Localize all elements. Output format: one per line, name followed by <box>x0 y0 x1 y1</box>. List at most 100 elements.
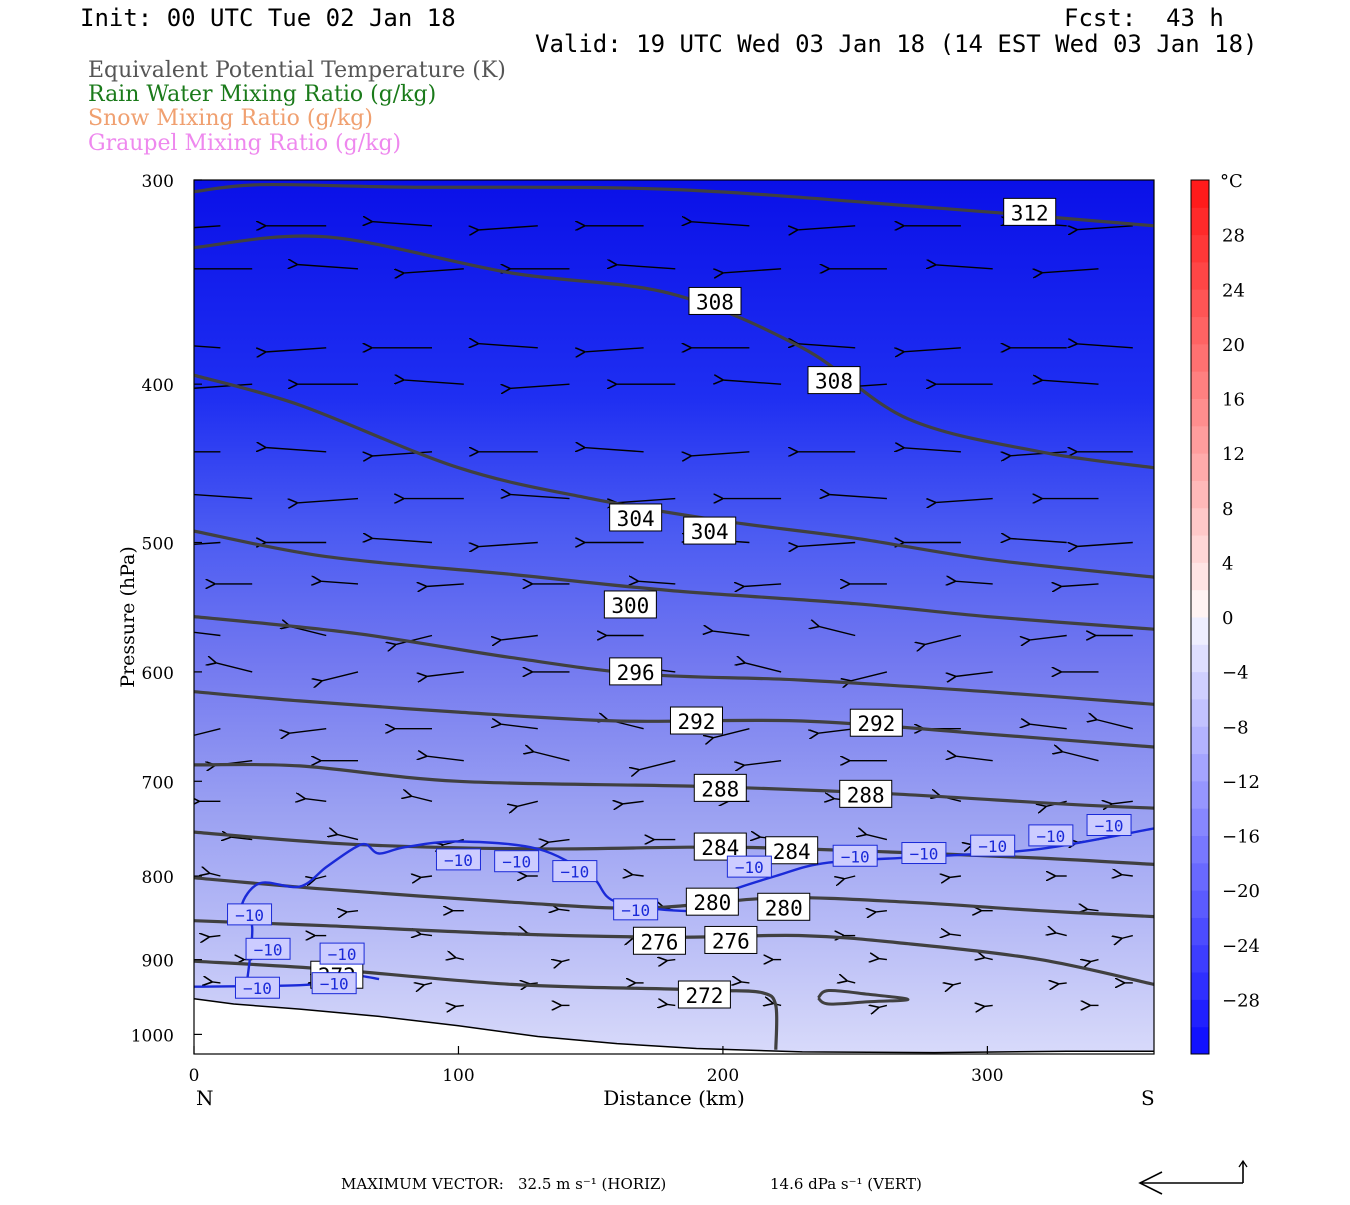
wind-vector <box>265 448 327 453</box>
wind-vector <box>1121 875 1133 876</box>
wind-vector <box>743 584 782 587</box>
wind-vector <box>194 383 253 389</box>
colorbar-swatch <box>1191 1026 1209 1055</box>
contour-label-284: 284 <box>693 832 747 861</box>
svg-text:288: 288 <box>847 783 885 807</box>
temperature-label: −10 <box>970 834 1016 857</box>
colorbar-swatch <box>1191 862 1209 891</box>
wind-vector <box>984 958 993 960</box>
wind-vector <box>500 634 538 641</box>
wind-vector <box>371 452 433 456</box>
colorbar-swatch <box>1191 343 1209 372</box>
contour-label-304: 304 <box>683 516 737 545</box>
wind-vector <box>622 801 644 804</box>
wind-vector <box>949 876 961 878</box>
colorbar-swatch <box>1191 999 1209 1028</box>
wind-vector <box>321 671 359 681</box>
colorbar-swatch <box>1191 589 1209 618</box>
wind-vector <box>1121 934 1133 939</box>
contour-label-288: 288 <box>839 779 893 808</box>
theta-e-contour-312 <box>194 182 1154 228</box>
contour-label-276: 276 <box>704 925 758 954</box>
wind-vector <box>797 344 856 348</box>
x-tick-label: 200 <box>707 1066 739 1086</box>
colorbar-swatch <box>1191 289 1209 318</box>
x-tick-label: 100 <box>442 1066 474 1086</box>
wind-vector <box>616 265 676 269</box>
wind-vector <box>510 494 570 498</box>
theta-e-contour-292 <box>194 690 1154 749</box>
temperature-label: −10 <box>726 855 772 878</box>
wind-vector <box>194 493 253 500</box>
valid-time: Valid: 19 UTC Wed 03 Jan 18 (14 EST Wed … <box>535 30 1258 58</box>
wind-vector <box>1076 543 1133 547</box>
wind-vector <box>924 634 962 645</box>
wind-vector <box>548 840 570 843</box>
colorbar-tick-label: 24 <box>1222 280 1245 301</box>
wind-vector <box>744 663 782 673</box>
wind-vector <box>289 728 327 734</box>
temperature-label: −10 <box>832 844 878 867</box>
colorbar-swatch <box>1191 644 1209 673</box>
contour-label-308: 308 <box>688 286 742 315</box>
svg-text:−10: −10 <box>841 847 870 866</box>
wind-vector <box>346 911 359 912</box>
svg-text:−10: −10 <box>621 901 650 920</box>
colorbar-tick-label: 8 <box>1222 499 1233 520</box>
wind-vector <box>829 495 887 499</box>
wind-vector <box>713 728 750 738</box>
wind-vector <box>1010 539 1067 543</box>
wind-vector <box>691 222 750 226</box>
wind-vector <box>426 756 464 762</box>
svg-text:−10: −10 <box>444 851 473 870</box>
colorbar-swatch <box>1191 944 1209 973</box>
wind-vector <box>209 873 221 877</box>
y-axis-title: Pressure (hPa) <box>117 546 139 688</box>
colorbar-swatch <box>1191 398 1209 427</box>
svg-text:−10: −10 <box>320 975 349 994</box>
wind-vector <box>797 543 856 547</box>
x-tick-label: 300 <box>971 1066 1003 1086</box>
wind-vector <box>797 226 856 230</box>
contour-label-312: 312 <box>1003 197 1057 226</box>
wind-vector <box>743 760 782 766</box>
wind-vector <box>1061 584 1099 587</box>
wind-vector <box>297 265 359 270</box>
svg-text:288: 288 <box>701 777 739 801</box>
wind-vector <box>903 448 961 452</box>
y-tick-label: 700 <box>142 773 174 793</box>
wind-vector <box>315 875 327 879</box>
wind-vector <box>455 958 464 960</box>
contour-label-300: 300 <box>603 590 657 619</box>
field-label-snow: Snow Mixing Ratio (g/kg) <box>88 106 373 131</box>
colorbar-swatch <box>1191 425 1209 454</box>
colorbar-tick-label: −28 <box>1222 990 1260 1011</box>
wind-vector <box>866 834 888 841</box>
svg-text:−10: −10 <box>560 863 589 882</box>
wind-vector <box>878 959 887 960</box>
contour-label-292: 292 <box>669 706 723 735</box>
colorbar-swatch <box>1191 562 1209 591</box>
colorbar-swatch <box>1191 180 1209 208</box>
svg-text:280: 280 <box>765 896 803 920</box>
wind-vector <box>1029 724 1067 730</box>
wind-vector <box>584 348 644 352</box>
svg-text:276: 276 <box>640 930 678 954</box>
wind-vector <box>1029 634 1067 641</box>
colorbar-swatch <box>1191 371 1209 399</box>
wind-vector <box>297 497 359 503</box>
y-tick-label: 900 <box>142 952 174 972</box>
svg-text:292: 292 <box>678 710 716 734</box>
wind-vector <box>722 269 782 273</box>
field-label-theta-e: Equivalent Potential Temperature (K) <box>88 58 506 83</box>
wind-vector <box>478 226 538 230</box>
wind-vector <box>403 268 464 273</box>
colorbar-swatch <box>1191 480 1209 509</box>
wind-vector <box>403 380 464 385</box>
wind-vector <box>722 380 782 384</box>
wind-vector <box>426 584 464 587</box>
temperature-label: −10 <box>613 898 659 921</box>
svg-text:300: 300 <box>611 594 649 618</box>
wind-vector <box>194 631 221 637</box>
